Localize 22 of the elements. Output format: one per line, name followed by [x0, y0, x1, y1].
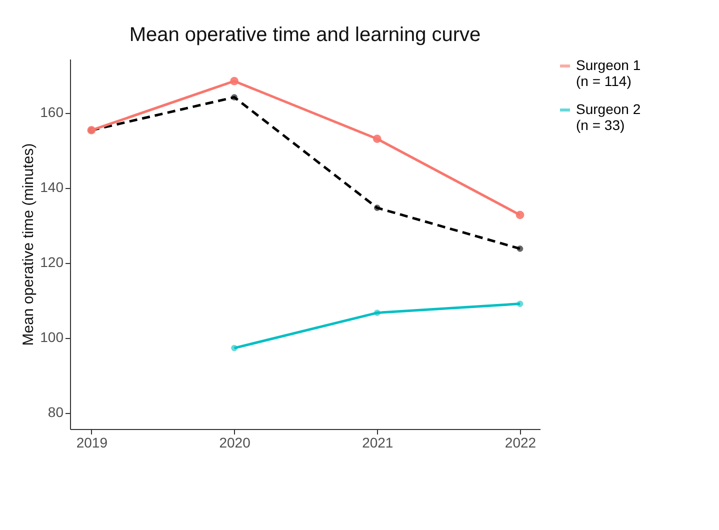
point	[516, 210, 524, 220]
y-tick-label: 140	[40, 179, 64, 196]
y-tick-label: 100	[40, 329, 64, 346]
point	[374, 310, 380, 316]
point	[231, 344, 238, 352]
point	[230, 76, 238, 86]
point	[516, 246, 524, 252]
y-tick-label: 120	[40, 254, 64, 270]
x-tick-label: 2022	[504, 434, 536, 450]
legend-label: Surgeon 2 (n = 33)	[576, 101, 641, 133]
point	[231, 94, 238, 100]
point	[372, 134, 382, 144]
chart-title: Mean operative time and learning curve	[129, 24, 481, 46]
y-tick-label: 160	[40, 104, 64, 120]
y-tick-label: 80	[48, 404, 64, 420]
y-axis-title: Mean operative time (minutes)	[20, 143, 38, 346]
legend-label: Surgeon 1 (n = 114)	[576, 57, 641, 89]
point	[516, 300, 524, 307]
x-tick-label: 2019	[76, 434, 108, 450]
x-tick-label: 2020	[219, 434, 251, 450]
x-tick-label: 2021	[362, 434, 394, 450]
point	[374, 204, 380, 211]
